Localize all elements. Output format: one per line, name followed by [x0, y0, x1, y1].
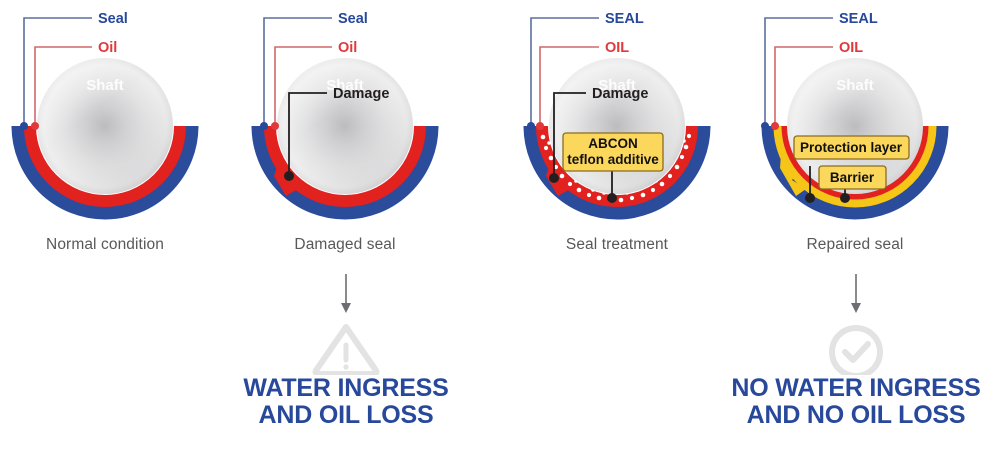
damage-leader-line [553, 92, 586, 178]
failure-title-line1: WATER INGRESS [243, 374, 449, 402]
seal-leader-line [764, 17, 833, 126]
barrier-fill [780, 140, 806, 196]
panel-normal-condition: Shaft Seal Oil Normal condition [0, 0, 228, 270]
oil-arc [781, 125, 929, 200]
failure-title-line2: AND OIL LOSS [258, 401, 434, 429]
oil-leader-line [274, 46, 332, 126]
panel-caption-repaired: Repaired seal [806, 236, 904, 253]
failure-outcome-graphic [312, 274, 380, 375]
panel-caption-treatment: Seal treatment [565, 236, 669, 253]
panel-caption-normal: Normal condition [46, 236, 164, 253]
abcon-leader-dot [607, 193, 617, 203]
outcome-success: NO WATER INGRESS AND NO OIL LOSS [706, 270, 986, 452]
legend-label-oil: OIL [605, 40, 629, 56]
shaft-sheen [37, 58, 173, 194]
panel-treatment-graphic: Shaft SEAL OIL Damage ABCON teflon addit… [523, 11, 711, 220]
oil-leader-dot [536, 122, 544, 130]
seal-leader-dot [761, 122, 769, 130]
seal-leader-dot [20, 122, 28, 130]
failure-outcome-title: WATER INGRESS AND OIL LOSS [196, 375, 496, 429]
success-outcome-graphic [829, 274, 883, 375]
seal-arc [251, 125, 439, 220]
seal-leader-dot [527, 122, 535, 130]
seal-leader-line [530, 17, 599, 126]
shaft-label: Shaft [86, 77, 124, 94]
legend-label-seal: SEAL [839, 11, 878, 27]
shaft-sheen [277, 58, 413, 194]
check-circle-icon [829, 325, 883, 375]
callout-barrier-box [818, 165, 887, 190]
panel-repaired-seal: Shaft SEAL OIL Protection layer Barrier … [732, 0, 978, 270]
shaft-label: Shaft [836, 77, 874, 94]
legend-label-seal: Seal [98, 11, 128, 27]
oil-leader-line [539, 46, 599, 126]
seal-leader-dot [260, 122, 268, 130]
oil-leader-line [34, 46, 92, 126]
seal-arc [761, 125, 949, 220]
callout-damage-label: Damage [592, 86, 648, 102]
oil-leader-dot [31, 122, 39, 130]
down-arrow-head [341, 303, 351, 313]
damage-leader-line [288, 92, 327, 176]
shaft-sheen [787, 58, 923, 194]
seal-arc [11, 125, 199, 220]
success-title-line1: NO WATER INGRESS [731, 374, 981, 402]
panel-repaired-graphic: Shaft SEAL OIL Protection layer Barrier [761, 11, 949, 220]
seal-leader-line [23, 17, 92, 126]
seal-arc [523, 125, 711, 220]
legend-label-seal: SEAL [605, 11, 644, 27]
legend-label-oil: OIL [839, 40, 863, 56]
damage-leader-dot [284, 171, 294, 181]
barrier-leader-dot [840, 193, 850, 203]
success-title-line2: AND NO OIL LOSS [746, 401, 966, 429]
damage-leader-dot [549, 173, 559, 183]
panel-damaged-graphic: Shaft Seal Oil Damage [251, 11, 439, 220]
oil-leader-line [774, 46, 833, 126]
callout-protection-layer-box [793, 135, 910, 160]
panel-caption-damaged: Damaged seal [294, 236, 396, 253]
callout-barrier-label: Barrier [830, 170, 875, 185]
oil-arc [264, 125, 426, 207]
callout-abcon-box [562, 132, 664, 172]
callout-abcon-line2: teflon additive [567, 152, 659, 167]
outcome-failure: WATER INGRESS AND OIL LOSS [196, 270, 496, 452]
shaft-label: Shaft [326, 77, 364, 94]
down-arrow-head [851, 303, 861, 313]
panel-damaged-seal: Shaft Seal Oil Damage Damaged seal [222, 0, 468, 270]
legend-label-seal: Seal [338, 11, 368, 27]
panel-normal-graphic: Shaft Seal Oil [11, 11, 199, 220]
protection-layer-arc [773, 125, 937, 208]
shaft-label: Shaft [598, 77, 636, 94]
success-outcome-title: NO WATER INGRESS AND NO OIL LOSS [706, 375, 986, 429]
callout-abcon-line1: ABCON [588, 136, 638, 151]
legend-label-oil: Oil [98, 40, 117, 56]
warning-triangle-icon [312, 324, 380, 375]
oil-arc [24, 125, 186, 207]
legend-label-oil: Oil [338, 40, 357, 56]
oil-leader-dot [771, 122, 779, 130]
callout-damage-label: Damage [333, 86, 389, 102]
oil-leader-dot [271, 122, 279, 130]
seal-leader-line [263, 17, 332, 126]
callout-protection-layer-label: Protection layer [800, 140, 903, 155]
protection-layer-leader-dot [805, 193, 815, 203]
panel-seal-treatment: Shaft SEAL OIL Damage ABCON teflon addit… [494, 0, 740, 270]
